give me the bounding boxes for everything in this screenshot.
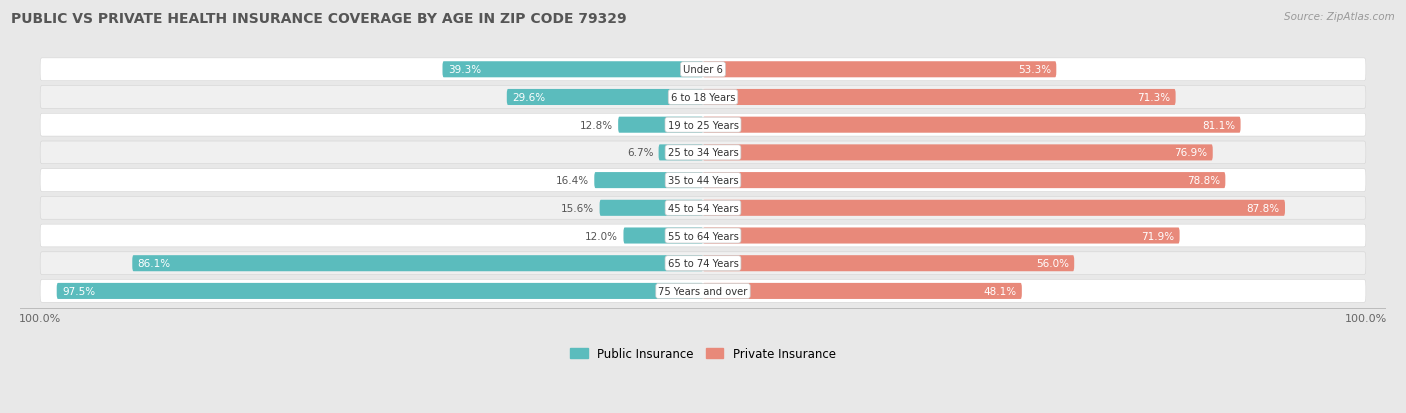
Text: 86.1%: 86.1% [138,259,170,268]
Text: 71.3%: 71.3% [1137,93,1170,103]
Text: Under 6: Under 6 [683,65,723,75]
FancyBboxPatch shape [703,90,1175,106]
Text: 87.8%: 87.8% [1247,203,1279,213]
Text: 65 to 74 Years: 65 to 74 Years [668,259,738,268]
Text: 97.5%: 97.5% [62,286,96,296]
Text: 39.3%: 39.3% [447,65,481,75]
Text: 35 to 44 Years: 35 to 44 Years [668,176,738,186]
Text: 12.0%: 12.0% [585,231,619,241]
FancyBboxPatch shape [595,173,703,189]
Text: 6.7%: 6.7% [627,148,654,158]
FancyBboxPatch shape [703,283,1022,299]
FancyBboxPatch shape [41,169,1365,192]
FancyBboxPatch shape [41,225,1365,247]
Text: 71.9%: 71.9% [1142,231,1174,241]
Text: PUBLIC VS PRIVATE HEALTH INSURANCE COVERAGE BY AGE IN ZIP CODE 79329: PUBLIC VS PRIVATE HEALTH INSURANCE COVER… [11,12,627,26]
Legend: Public Insurance, Private Insurance: Public Insurance, Private Insurance [571,347,835,360]
Text: 15.6%: 15.6% [561,203,595,213]
Text: 16.4%: 16.4% [555,176,589,186]
FancyBboxPatch shape [619,117,703,133]
FancyBboxPatch shape [703,117,1240,133]
FancyBboxPatch shape [41,59,1365,81]
Text: Source: ZipAtlas.com: Source: ZipAtlas.com [1284,12,1395,22]
Text: 45 to 54 Years: 45 to 54 Years [668,203,738,213]
Text: 81.1%: 81.1% [1202,121,1236,131]
Text: 55 to 64 Years: 55 to 64 Years [668,231,738,241]
Text: 25 to 34 Years: 25 to 34 Years [668,148,738,158]
FancyBboxPatch shape [443,62,703,78]
FancyBboxPatch shape [506,90,703,106]
FancyBboxPatch shape [703,173,1226,189]
Text: 12.8%: 12.8% [579,121,613,131]
Text: 6 to 18 Years: 6 to 18 Years [671,93,735,103]
Text: 56.0%: 56.0% [1036,259,1069,268]
FancyBboxPatch shape [41,280,1365,303]
Text: 19 to 25 Years: 19 to 25 Years [668,121,738,131]
FancyBboxPatch shape [623,228,703,244]
Text: 48.1%: 48.1% [983,286,1017,296]
Text: 75 Years and over: 75 Years and over [658,286,748,296]
FancyBboxPatch shape [41,197,1365,220]
FancyBboxPatch shape [599,200,703,216]
FancyBboxPatch shape [703,200,1285,216]
FancyBboxPatch shape [41,86,1365,109]
FancyBboxPatch shape [41,142,1365,164]
FancyBboxPatch shape [703,228,1180,244]
Text: 29.6%: 29.6% [512,93,546,103]
Text: 53.3%: 53.3% [1018,65,1052,75]
FancyBboxPatch shape [41,114,1365,137]
FancyBboxPatch shape [132,256,703,272]
FancyBboxPatch shape [56,283,703,299]
FancyBboxPatch shape [703,256,1074,272]
Text: 76.9%: 76.9% [1174,148,1208,158]
FancyBboxPatch shape [658,145,703,161]
Text: 78.8%: 78.8% [1187,176,1220,186]
FancyBboxPatch shape [703,145,1213,161]
FancyBboxPatch shape [703,62,1056,78]
FancyBboxPatch shape [41,252,1365,275]
